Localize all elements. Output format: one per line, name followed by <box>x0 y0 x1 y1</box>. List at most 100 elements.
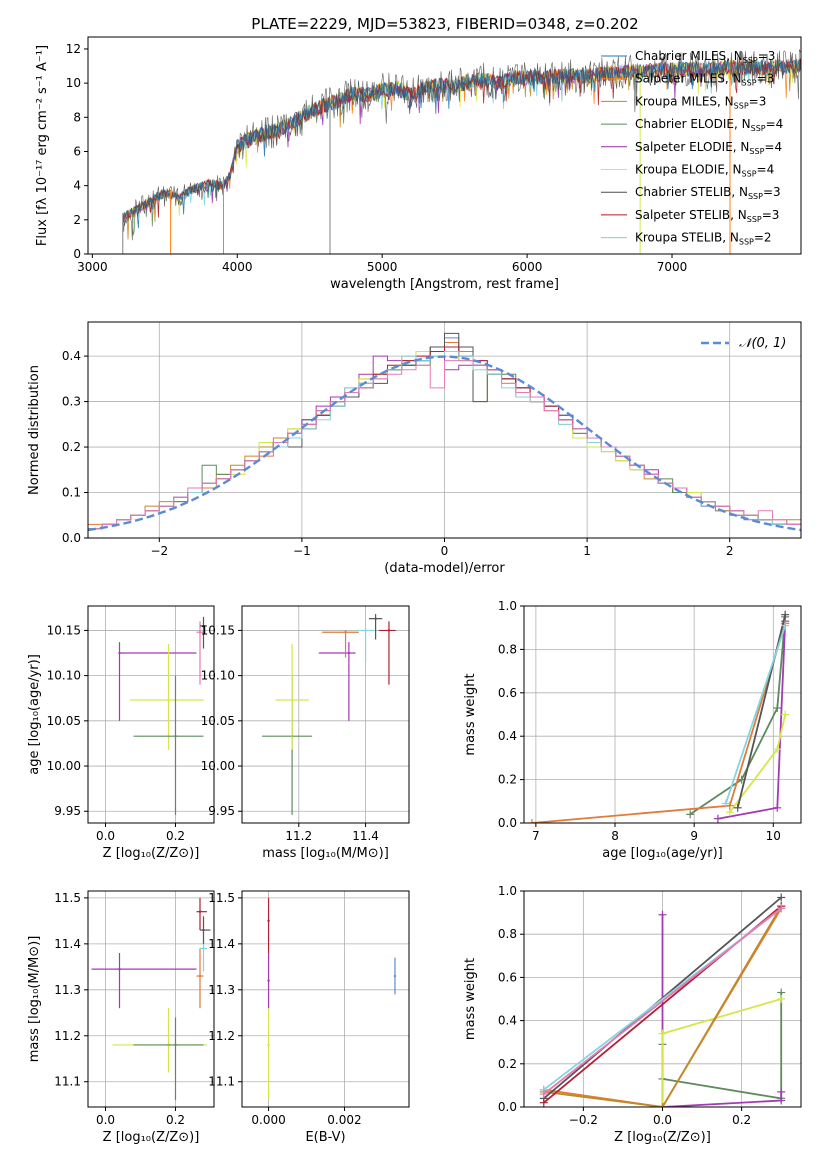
y-tick-label: 0.0 <box>62 531 81 545</box>
y-tick-label: 8 <box>73 110 81 124</box>
histogram-series <box>88 360 801 538</box>
spectrum-line <box>122 49 801 241</box>
plot-area <box>262 614 396 815</box>
y-tick-label: 0.2 <box>498 1057 517 1071</box>
data-point <box>344 631 347 634</box>
data-point <box>174 1043 177 1047</box>
y-tick-label: 0.4 <box>62 349 81 363</box>
y-tick-label: 4 <box>73 179 81 193</box>
plot-area <box>267 897 397 1101</box>
mass-weight-vs-Z-panel: −0.2 0.0 0.2 0.0 0.2 0.4 0.6 0.8 1.0 Z [log₁₀(Z/Z… <box>463 884 802 1145</box>
x-tick-label: 6000 <box>512 260 543 274</box>
x-axis-label: mass [log₁₀(M/M⊙)] <box>262 846 389 861</box>
data-point <box>174 735 177 738</box>
x-tick-label: 0.002 <box>327 1113 361 1127</box>
y-tick-label: 11.2 <box>208 1029 235 1043</box>
y-tick-label: 10.05 <box>201 714 235 728</box>
spectrum-panel: 3000 4000 5000 6000 7000 0 2 4 6 8 10 12 wavelength … <box>35 36 802 292</box>
x-tick-label: −0.2 <box>569 1113 598 1127</box>
y-tick-label: 11.2 <box>54 1029 81 1043</box>
axes-frame <box>523 605 802 824</box>
mass-weight-vs-age-panel: 7 8 9 10 0.0 0.2 0.4 0.6 0.8 1.0 age [log₁₀(age/yr… <box>463 599 802 861</box>
y-tick-label: 1.0 <box>498 884 517 898</box>
legend-label: Salpeter ELODIE, NSSP=4 <box>635 140 782 156</box>
x-tick-label: 8 <box>611 829 619 843</box>
axes-frame <box>241 605 410 824</box>
x-axis-label: Z [log₁₀(Z/Z⊙)] <box>614 1130 711 1145</box>
x-axis-label: wavelength [Angstrom, rest frame] <box>330 277 559 292</box>
residuals-panel: −2 −1 0 1 2 0.0 0.1 0.2 0.3 0.4 (data-model)/error… <box>27 321 802 576</box>
legend-label: 𝒩(0, 1) <box>739 336 786 351</box>
data-point <box>364 629 367 632</box>
y-tick-label: 11.5 <box>208 891 235 905</box>
y-tick-label: 11.4 <box>54 937 81 951</box>
axes-frame <box>87 36 802 255</box>
y-tick-label: 10.00 <box>47 759 81 773</box>
y-tick-label: 0.8 <box>498 642 517 656</box>
plot-area <box>88 332 801 538</box>
legend-label: Kroupa STELIB, NSSP=2 <box>635 231 772 247</box>
y-tick-label: 0.4 <box>498 729 517 743</box>
series-line <box>531 623 787 823</box>
data-point <box>202 624 205 628</box>
data-point <box>198 974 202 978</box>
y-axis-label: mass weight <box>463 673 478 755</box>
data-point <box>393 974 397 978</box>
figure-title: PLATE=2229, MJD=53823, FIBERID=0348, z=0… <box>251 15 638 33</box>
y-tick-label: 10.10 <box>201 669 235 683</box>
y-tick-label: 12 <box>66 42 81 56</box>
plot-area <box>91 897 211 1101</box>
y-axis-label: Normed distribution <box>27 365 42 495</box>
x-tick-label: 0.2 <box>166 829 185 843</box>
series-line <box>543 905 782 1107</box>
y-axis-label: mass weight <box>463 958 478 1040</box>
y-tick-label: 0 <box>73 247 81 261</box>
legend-label: Chabrier STELIB, NSSP=3 <box>635 185 781 201</box>
x-tick-label: 0.0 <box>96 829 115 843</box>
age-vs-Z-panel: 0.0 0.2 9.95 10.00 10.05 10.10 10.15 Z [log₁₀(Z… <box>27 605 215 861</box>
x-tick-label: 11.4 <box>352 829 379 843</box>
y-axis-label: age [log₁₀(age/yr)] <box>27 654 42 775</box>
y-tick-label: 9.95 <box>54 804 81 818</box>
y-tick-label: 10.15 <box>47 623 81 637</box>
series-line <box>661 998 782 1107</box>
y-tick-label: 0.3 <box>62 395 81 409</box>
y-tick-label: 10.15 <box>201 623 235 637</box>
legend-label: Kroupa ELODIE, NSSP=4 <box>635 163 774 179</box>
data-point <box>374 617 377 620</box>
axes-frame <box>87 890 215 1108</box>
x-axis-label: age [log₁₀(age/yr)] <box>602 846 723 861</box>
y-axis-label: mass [log₁₀(M/M⊙)] <box>27 936 42 1063</box>
y-axis-label: Flux [fλ 10⁻¹⁷ erg cm⁻² s⁻¹ A⁻¹] <box>35 45 50 246</box>
x-tick-label: 3000 <box>77 260 108 274</box>
y-tick-label: 11.4 <box>208 937 235 951</box>
y-tick-label: 0.6 <box>498 970 517 984</box>
y-tick-label: 11.3 <box>54 983 81 997</box>
legend-label: Salpeter STELIB, NSSP=3 <box>635 208 779 224</box>
x-tick-label: 0.0 <box>96 1113 115 1127</box>
data-point <box>267 919 270 923</box>
legend-label: Chabrier MILES, NSSP=3 <box>635 49 775 65</box>
legend-label: Chabrier ELODIE, NSSP=4 <box>635 117 783 133</box>
y-tick-label: 10 <box>66 76 81 90</box>
y-tick-label: 6 <box>73 144 81 158</box>
x-tick-label: 0.0 <box>653 1113 672 1127</box>
y-tick-label: 0.1 <box>62 486 81 500</box>
y-tick-label: 0.8 <box>498 927 517 941</box>
x-tick-label: 4000 <box>222 260 253 274</box>
y-tick-label: 0.2 <box>62 440 81 454</box>
y-tick-label: 10.10 <box>47 669 81 683</box>
x-tick-label: 0.000 <box>251 1113 285 1127</box>
legend-label: Salpeter MILES, NSSP=3 <box>635 72 774 88</box>
series-line <box>689 616 787 816</box>
x-axis-label: Z [log₁₀(Z/Z⊙)] <box>103 846 200 861</box>
normal-curve <box>88 355 801 532</box>
x-axis-label: E(B-V) <box>305 1130 345 1145</box>
y-tick-label: 11.1 <box>208 1075 235 1089</box>
data-point <box>118 651 121 655</box>
data-point <box>167 698 170 702</box>
x-axis-label: (data-model)/error <box>384 561 505 576</box>
y-tick-label: 0.4 <box>498 1014 517 1028</box>
x-tick-label: 9 <box>690 829 698 843</box>
